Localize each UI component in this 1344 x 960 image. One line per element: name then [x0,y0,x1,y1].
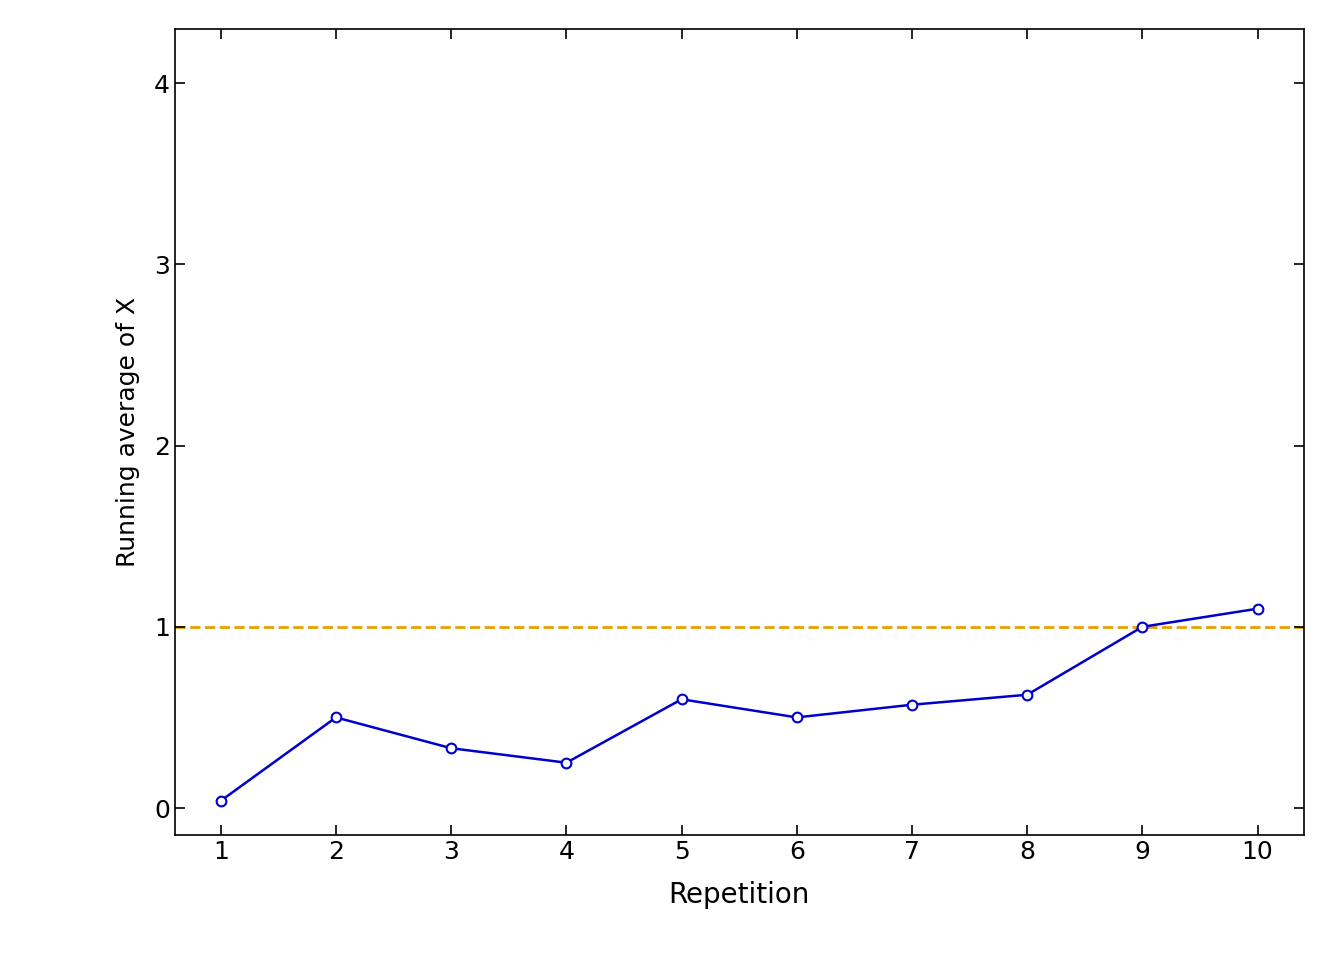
Y-axis label: Running average of X: Running average of X [116,297,140,567]
X-axis label: Repetition: Repetition [668,880,810,909]
